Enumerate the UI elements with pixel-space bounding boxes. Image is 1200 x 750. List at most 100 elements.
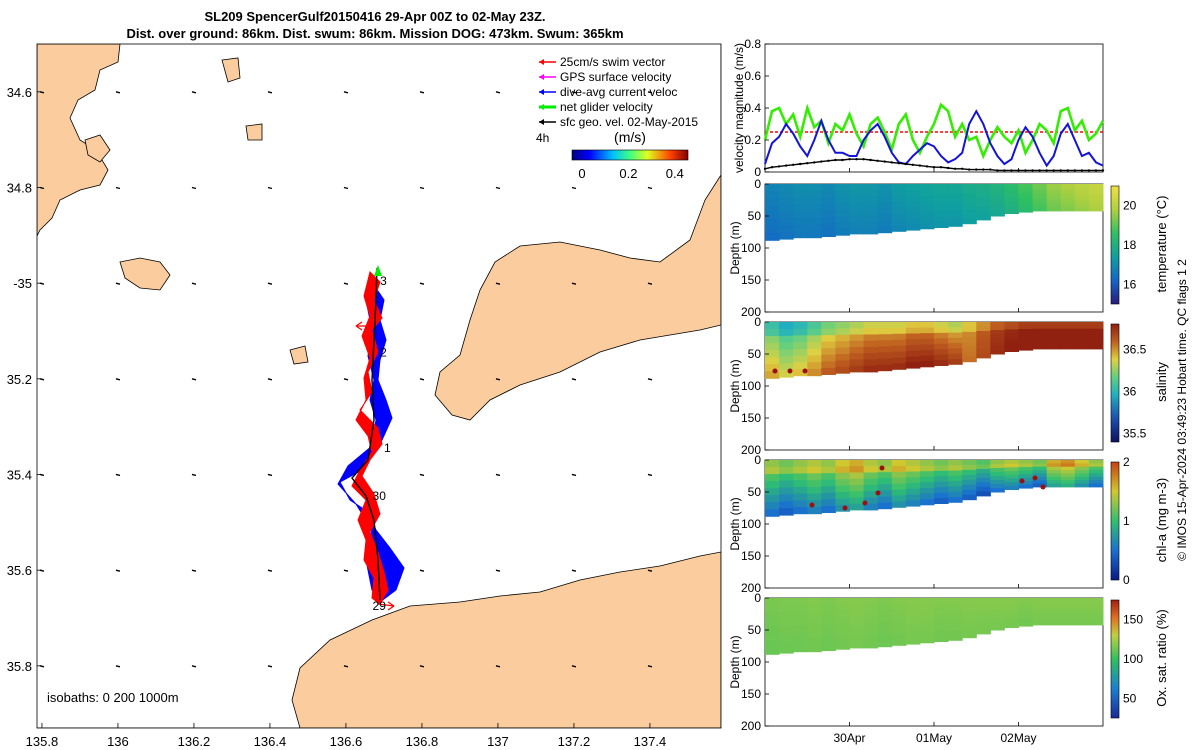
section-cell: [807, 190, 822, 198]
sfc-geo-vector: [495, 665, 501, 668]
section-cell: [807, 217, 822, 225]
section-cell: [976, 348, 991, 354]
section-cell: [1060, 608, 1076, 612]
sfc-geo-point: [1010, 169, 1013, 172]
section-cell: [765, 598, 780, 606]
depth-tick-label: 0: [754, 177, 761, 191]
section-cell: [1060, 200, 1076, 205]
section-cell: [779, 487, 794, 495]
section-cell: [1018, 612, 1034, 617]
section-cell: [863, 604, 879, 611]
section-cell: [849, 610, 865, 618]
section-cell: [905, 632, 921, 639]
sfc-geo-vector: [115, 91, 121, 94]
section-cell: [976, 460, 991, 465]
sfc-geo-point: [975, 168, 978, 171]
section-cell: [948, 353, 963, 360]
section-cell: [1004, 601, 1019, 606]
section-cell: [1004, 605, 1019, 610]
section-cell: [765, 371, 780, 379]
section-cell: [948, 332, 963, 339]
sfc-geo-point: [862, 158, 865, 161]
section-cell: [1004, 198, 1019, 203]
section-cell: [807, 322, 822, 330]
section-cell: [1046, 608, 1062, 612]
section-salinity: 0 50 100 150 200 Depth (m) 35.5 36 36.5 salinity: [728, 315, 1169, 457]
section-cell: [1074, 345, 1090, 350]
colorbar-tick-label: 2: [1123, 455, 1130, 469]
legend-arrowhead: [539, 89, 544, 95]
section-cell: [948, 359, 963, 365]
section-cell: [863, 629, 879, 636]
depth-tick-label: 0: [754, 453, 761, 467]
qc-marker: [875, 490, 881, 496]
section-cell: [779, 611, 794, 620]
section-cell: [919, 195, 935, 202]
section-cell: [793, 335, 808, 343]
day-label: 1: [384, 441, 391, 455]
section-cell: [962, 327, 977, 333]
section-cell: [905, 345, 921, 352]
velocity-y-tick-label: 0.2: [744, 133, 761, 147]
sfc-geo-vector: [419, 569, 425, 572]
section-cell: [962, 193, 977, 200]
section-cell: [793, 204, 808, 212]
sfc-geo-vector: [419, 91, 425, 94]
section-cell: [821, 499, 836, 507]
sfc-geo-point: [763, 167, 767, 170]
colorbar-tick-label: 35.5: [1123, 427, 1147, 441]
section-cell: [990, 472, 1005, 477]
section-cell: [990, 188, 1005, 193]
section-cell: [1088, 598, 1104, 602]
sfc-geo-point: [806, 162, 809, 165]
map-x-axis: 135.8 136 136.2 136.4 136.6 136.8 137 137.2 137.…: [26, 723, 666, 749]
section-cell: [1004, 474, 1019, 479]
section-cell: [905, 465, 921, 473]
land-east-north: [434, 44, 721, 421]
section-cell: [807, 473, 822, 481]
section-cell: [863, 328, 879, 335]
section-cell: [765, 191, 780, 199]
section-cell: [835, 472, 850, 480]
section-cell: [962, 612, 977, 619]
section-cell: [891, 189, 907, 197]
sfc-geo-point: [1059, 169, 1062, 172]
section-cell: [976, 339, 991, 345]
section-cell: [1046, 483, 1062, 488]
section-cell: [807, 618, 822, 626]
section-cell: [793, 493, 808, 501]
depth-tick-label: 50: [748, 485, 762, 499]
section-cell: [1018, 336, 1034, 341]
section-cell: [976, 326, 991, 332]
qc-marker: [802, 368, 808, 374]
sfc-geo-point: [1038, 169, 1041, 172]
section-cell: [1074, 204, 1090, 209]
section-cell: [1088, 601, 1104, 606]
section-cell: [821, 216, 836, 224]
section-cell: [779, 460, 794, 468]
section-cell: [948, 486, 963, 493]
section-cell: [1032, 207, 1048, 212]
section-cell: [793, 638, 808, 646]
section-cell: [1060, 322, 1076, 326]
section-cell: [1046, 604, 1062, 609]
section-cell: [919, 499, 935, 506]
section-cell: [962, 469, 977, 476]
section-cell: [891, 621, 907, 629]
section-cell: [849, 227, 865, 235]
depth-tick-label: 200: [741, 443, 761, 457]
section-cell: [1046, 197, 1062, 202]
section-cell: [990, 484, 1005, 489]
section-cell: [891, 495, 907, 502]
section-cell: [934, 200, 949, 207]
section-cell: [919, 206, 935, 213]
section-cell: [891, 465, 907, 473]
section-cell: [849, 184, 865, 191]
section-cell: [1018, 332, 1034, 337]
section-cell: [863, 503, 879, 511]
sfc-geo-point: [982, 168, 985, 171]
track-start-arrow: [377, 601, 395, 611]
section-cell: [1046, 194, 1062, 198]
section-cell: [990, 192, 1005, 197]
section-cell: [863, 478, 879, 486]
